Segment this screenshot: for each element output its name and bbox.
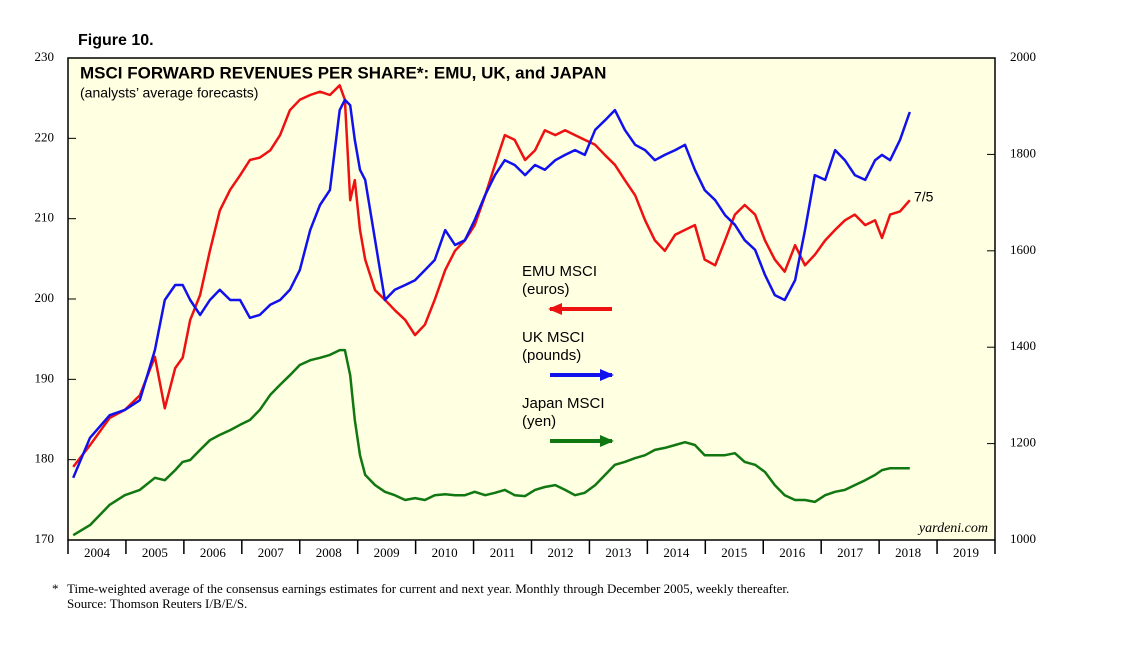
legend-arrowhead (548, 303, 562, 315)
y2-tick-label: 1400 (1010, 338, 1036, 353)
y-tick-label: 210 (35, 210, 55, 225)
chart-title: MSCI FORWARD REVENUES PER SHARE*: EMU, U… (80, 63, 606, 82)
x-tick-label: 2018 (895, 545, 921, 560)
legend-arrowhead (600, 435, 614, 447)
chart-subtitle: (analysts’ average forecasts) (80, 85, 258, 101)
x-tick-label: 2013 (605, 545, 631, 560)
x-tick-label: 2015 (721, 545, 747, 560)
x-tick-label: 2005 (142, 545, 168, 560)
footnote-marker: * (52, 581, 59, 596)
y-tick-label: 220 (35, 129, 55, 144)
watermark: yardeni.com (917, 521, 988, 536)
x-tick-label: 2006 (200, 545, 227, 560)
plot-area (67, 57, 996, 541)
series-line (72, 348, 910, 537)
x-tick-label: 2011 (490, 545, 516, 560)
series-line (72, 84, 911, 468)
y2-tick-label: 2000 (1010, 49, 1036, 64)
x-tick-label: 2016 (779, 545, 806, 560)
source: Source: Thomson Reuters I/B/E/S. (67, 596, 247, 611)
figure-label: Figure 10. (78, 32, 154, 49)
annotation: 7/5 (914, 189, 934, 205)
x-tick-label: 2014 (663, 545, 690, 560)
series-line (72, 98, 911, 479)
legend-label: Japan MSCI (522, 395, 605, 412)
x-tick-label: 2007 (258, 545, 285, 560)
legend-label: UK MSCI (522, 329, 585, 346)
x-tick-label: 2017 (837, 545, 864, 560)
legend-unit: (pounds) (522, 347, 581, 364)
y-tick-label: 200 (35, 290, 55, 305)
y2-tick-label: 1200 (1010, 435, 1036, 450)
x-tick-label: 2010 (432, 545, 458, 560)
y-tick-label: 180 (35, 451, 55, 466)
x-tick-label: 2008 (316, 545, 342, 560)
x-tick-label: 2012 (547, 545, 573, 560)
y2-tick-label: 1600 (1010, 242, 1036, 257)
x-tick-label: 2019 (953, 545, 979, 560)
x-tick-label: 2009 (374, 545, 400, 560)
footnote: Time-weighted average of the consensus e… (67, 581, 789, 596)
y2-tick-label: 1000 (1010, 531, 1036, 546)
legend-label: EMU MSCI (522, 263, 597, 280)
y-tick-label: 190 (35, 370, 55, 385)
legend-arrowhead (600, 369, 614, 381)
x-tick-label: 2004 (84, 545, 111, 560)
y-tick-label: 230 (35, 49, 55, 64)
legend-unit: (yen) (522, 413, 556, 430)
y2-tick-label: 1800 (1010, 145, 1036, 160)
legend-unit: (euros) (522, 281, 570, 298)
y-tick-label: 170 (35, 531, 55, 546)
